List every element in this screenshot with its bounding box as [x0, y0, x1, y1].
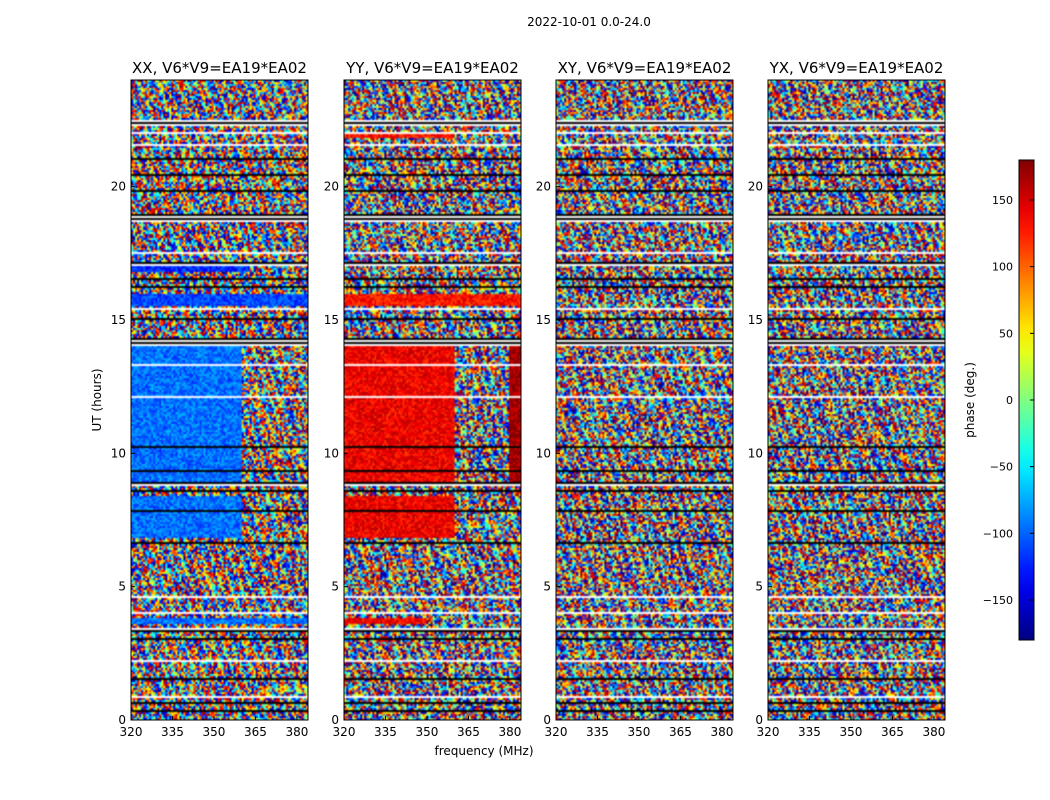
heatmap-panel-3: YX, V6*V9=EA19*EA02 320 335 350 365 380 0 5 10 15…: [748, 59, 946, 739]
y-tick-label: 20: [748, 180, 763, 194]
y-tick-label: 20: [111, 180, 126, 194]
x-tick-label: 365: [244, 725, 267, 739]
y-tick-label: 15: [324, 313, 339, 327]
x-tick-label: 380: [498, 725, 521, 739]
y-tick-label: 5: [331, 580, 339, 594]
colorbar-tick-label: 50: [999, 327, 1013, 340]
colorbar-tick-label: −150: [983, 594, 1013, 607]
x-tick-label: 320: [757, 725, 780, 739]
colorbar-label: phase (deg.): [963, 362, 977, 438]
x-tick-label: 350: [628, 725, 651, 739]
x-tick-label: 335: [798, 725, 821, 739]
x-tick-label: 320: [333, 725, 356, 739]
y-tick-label: 5: [118, 580, 126, 594]
x-tick-label: 365: [881, 725, 904, 739]
panel-title: YX, V6*V9=EA19*EA02: [769, 59, 944, 77]
colorbar-tick-label: −100: [983, 527, 1013, 540]
panel-title: XY, V6*V9=EA19*EA02: [558, 59, 732, 77]
y-tick-label: 15: [748, 313, 763, 327]
y-tick-label: 20: [536, 180, 551, 194]
x-tick-label: 380: [710, 725, 733, 739]
y-tick-label: 0: [118, 713, 126, 727]
axes-frame: [130, 79, 309, 721]
panel-title: XX, V6*V9=EA19*EA02: [132, 59, 307, 77]
heatmap-image-1: [344, 80, 521, 720]
heatmap-image-2: [556, 80, 733, 720]
colorbar-tick-label: 150: [992, 194, 1013, 207]
x-axis-label: frequency (MHz): [434, 744, 533, 758]
y-tick-label: 0: [755, 713, 763, 727]
axes-frame: [767, 79, 946, 721]
panel-title: YY, V6*V9=EA19*EA02: [345, 59, 519, 77]
axes-frame: [555, 79, 734, 721]
y-tick-label: 20: [324, 180, 339, 194]
x-tick-label: 320: [545, 725, 568, 739]
x-tick-label: 380: [285, 725, 308, 739]
colorbar-ticks: 150 100 50 0 −50 −100 −150: [983, 194, 1034, 607]
y-tick-label: 0: [331, 713, 339, 727]
y-tick-label: 10: [536, 446, 551, 460]
x-tick-label: 320: [120, 725, 143, 739]
figure-suptitle: 2022-10-01 0.0-24.0: [527, 15, 651, 29]
colorbar-tick-label: −50: [990, 461, 1013, 474]
x-tick-label: 335: [586, 725, 609, 739]
y-tick-label: 5: [543, 580, 551, 594]
y-tick-label: 10: [748, 446, 763, 460]
colorbar: 150 100 50 0 −50 −100 −150 phase (deg.): [963, 159, 1035, 641]
colorbar-tick-label: 100: [992, 261, 1013, 274]
x-tick-label: 365: [669, 725, 692, 739]
heatmap-panel-0: XX, V6*V9=EA19*EA02 320 335 350 365 380 0 5 10 15…: [111, 59, 309, 739]
x-tick-label: 350: [416, 725, 439, 739]
colorbar-tick-label: 0: [1006, 394, 1013, 407]
y-tick-label: 0: [543, 713, 551, 727]
y-tick-label: 15: [111, 313, 126, 327]
x-tick-label: 380: [922, 725, 945, 739]
panels-group: XX, V6*V9=EA19*EA02 320 335 350 365 380 0 5 10 15…: [111, 59, 946, 739]
heatmap-panel-2: XY, V6*V9=EA19*EA02 320 335 350 365 380 0 5 10 15…: [536, 59, 734, 739]
y-tick-label: 15: [536, 313, 551, 327]
y-tick-label: 10: [324, 446, 339, 460]
y-tick-label: 5: [755, 580, 763, 594]
x-tick-label: 335: [161, 725, 184, 739]
x-tick-label: 335: [374, 725, 397, 739]
heatmap-image-3: [768, 80, 945, 720]
x-tick-label: 365: [457, 725, 480, 739]
axes-frame: [343, 79, 522, 721]
x-tick-label: 350: [203, 725, 226, 739]
x-tick-label: 350: [840, 725, 863, 739]
heatmap-image-0: [131, 80, 308, 720]
heatmap-panel-1: YY, V6*V9=EA19*EA02 320 335 350 365 380 0 5 10 15…: [324, 59, 522, 739]
y-tick-label: 10: [111, 446, 126, 460]
y-axis-label: UT (hours): [90, 368, 104, 431]
